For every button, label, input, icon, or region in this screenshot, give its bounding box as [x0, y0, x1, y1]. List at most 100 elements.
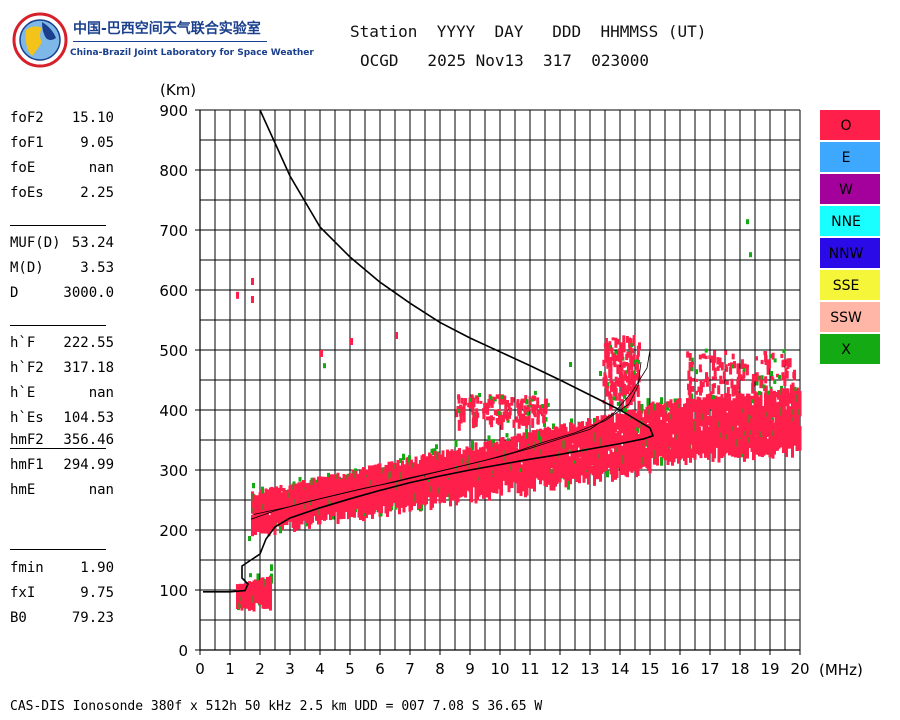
echo-mark-x — [478, 393, 481, 397]
echo-mark — [623, 370, 626, 381]
echo-mark — [515, 439, 518, 447]
echo-mark — [631, 371, 634, 375]
echo-mark-x — [498, 411, 501, 415]
echo-mark — [736, 389, 739, 396]
y-tick-label: 800 — [159, 162, 188, 180]
echo-mark — [686, 351, 689, 357]
echo-mark-x — [506, 433, 509, 437]
echo-mark — [770, 389, 773, 393]
echo-mark-x — [435, 444, 438, 449]
echo-mark — [724, 350, 727, 355]
legend-label: NNE — [831, 214, 861, 230]
x-tick-label: 3 — [285, 660, 295, 678]
x-tick-label: 15 — [640, 660, 659, 678]
echo-point-x — [599, 371, 602, 376]
echo-mark — [616, 364, 619, 373]
echo-mark — [732, 354, 735, 360]
echo-mark — [726, 381, 729, 385]
echo-mark — [638, 401, 641, 411]
echo-mark — [515, 416, 518, 422]
echo-mark — [532, 395, 535, 399]
echo-mark — [521, 473, 524, 492]
echo-mark — [785, 368, 788, 376]
legend-label: E — [842, 150, 851, 166]
echo-mark — [771, 397, 774, 405]
x-tick-label: 19 — [760, 660, 779, 678]
echo-mark — [516, 402, 519, 408]
echo-mark — [618, 393, 621, 401]
echo-mark — [637, 346, 640, 357]
echo-mark-x — [534, 391, 537, 395]
echo-mark-x — [261, 487, 264, 494]
echo-mark — [695, 379, 698, 382]
echo-mark — [577, 452, 580, 459]
echo-mark — [702, 354, 705, 358]
echo-mark — [479, 401, 482, 404]
echo-mark — [457, 394, 460, 399]
echo-mark-x — [471, 441, 474, 450]
echo-mark-x — [778, 375, 781, 379]
echo-mark — [528, 415, 531, 426]
echo-mark-x — [501, 395, 504, 399]
echo-mark — [509, 409, 512, 415]
echo-mark — [699, 355, 702, 360]
echo-mark — [763, 438, 766, 455]
echo-mark-x — [402, 454, 405, 460]
x-tick-label: 7 — [405, 660, 415, 678]
echo-mark — [617, 339, 620, 345]
echo-mark — [493, 397, 496, 400]
echo-mark-x — [767, 391, 770, 395]
echo-mark — [754, 376, 757, 381]
x-tick-label: 2 — [255, 660, 265, 678]
echo-point-o — [350, 338, 353, 345]
echo-mark — [633, 335, 636, 346]
echo-mark — [425, 491, 428, 504]
echo-mark-x — [751, 399, 754, 403]
echo-mark — [613, 390, 616, 394]
echo-mark-x — [613, 396, 616, 400]
echo-point-x — [323, 363, 326, 368]
echo-mark — [764, 376, 767, 383]
echo-mark-x — [647, 398, 650, 406]
echo-mark-x — [637, 360, 640, 364]
x-tick-label: 0 — [195, 660, 205, 678]
echo-mark — [460, 415, 463, 423]
echo-mark — [706, 394, 709, 400]
echo-mark — [755, 356, 758, 360]
echo-mark — [723, 371, 726, 379]
echo-mark-x — [617, 402, 620, 406]
echo-mark — [606, 348, 609, 357]
echo-mark-x — [712, 395, 715, 399]
echo-mark — [782, 360, 785, 366]
echo-point-o — [236, 292, 239, 299]
echo-mark — [728, 363, 731, 366]
y-tick-label: 300 — [159, 462, 188, 480]
echo-mark — [489, 416, 492, 424]
echo-mark — [712, 376, 715, 379]
echo-mark — [698, 397, 701, 408]
echo-mark — [774, 392, 777, 397]
echo-point-x — [770, 371, 773, 376]
footer-info: CAS-DIS Ionosonde 380f x 512h 50 kHz 2.5… — [10, 699, 542, 714]
echo-mark — [781, 388, 784, 391]
echo-mark — [269, 576, 272, 588]
echo-mark — [505, 410, 508, 416]
echo-mark — [719, 397, 722, 406]
legend-label: NNW — [829, 246, 864, 262]
legend-label: O — [840, 118, 851, 134]
echo-mark — [746, 365, 749, 375]
echo-mark — [613, 363, 616, 368]
echo-mark — [763, 351, 766, 355]
chart-legend: OEWNNENNWSSESSWX — [820, 110, 880, 364]
echo-mark — [732, 387, 735, 396]
echo-mark — [705, 375, 708, 382]
echo-point-o — [251, 296, 254, 303]
echo-points — [236, 219, 802, 611]
echo-mark — [520, 399, 523, 406]
echo-mark-x — [457, 409, 460, 413]
echo-mark — [689, 395, 692, 402]
echo-mark — [620, 363, 623, 371]
echo-mark — [712, 384, 715, 394]
echo-mark — [415, 457, 418, 468]
